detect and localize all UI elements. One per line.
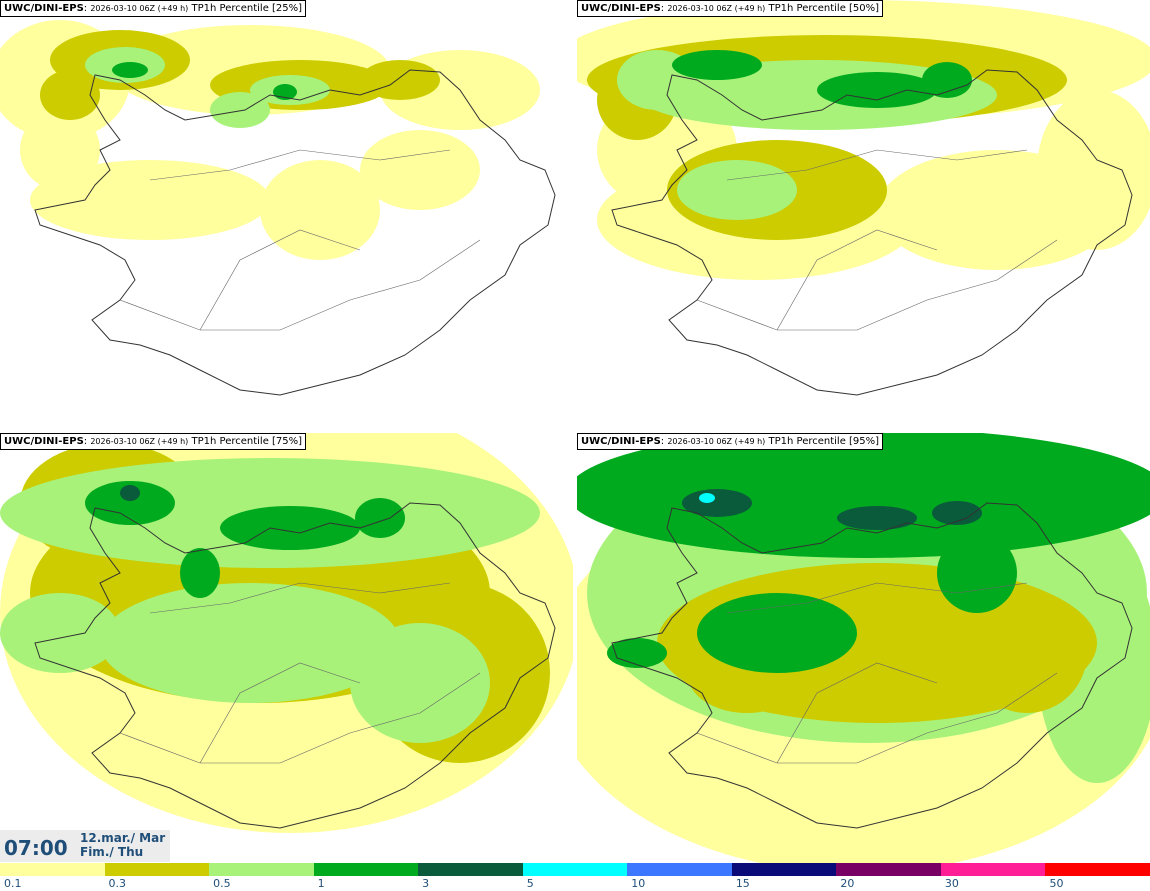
valid-time: 07:00: [4, 836, 68, 860]
run-time: 2026-03-10 06Z (+49 h): [90, 4, 189, 13]
colorbar-tick-label: 3: [422, 877, 430, 890]
colorbar-tick-label: 10: [631, 877, 646, 890]
colorbar-segment: [627, 863, 732, 876]
colorbar-segment: [313, 863, 419, 876]
colorbar-tick-label: 0.3: [108, 877, 127, 890]
product-name: TP1h Percentile [25%]: [191, 3, 303, 14]
precip-map: [577, 0, 1150, 396]
coastline: [611, 69, 1133, 396]
map-panel-p95: UWC/DINI-EPS: 2026-03-10 06Z (+49 h) TP1…: [577, 433, 1150, 863]
precip-field: [0, 433, 573, 833]
coastline: [611, 502, 1133, 829]
road-lines: [696, 149, 1058, 331]
colorbar-segment: [209, 863, 314, 876]
map-panel-p50: UWC/DINI-EPS: 2026-03-10 06Z (+49 h) TP1…: [577, 0, 1150, 430]
model-name: UWC/DINI-EPS: [4, 3, 84, 14]
colorbar-segment: [0, 863, 105, 876]
colorbar-tick-label: 50: [1049, 877, 1064, 890]
model-name: UWC/DINI-EPS: [581, 436, 661, 447]
panel-title: UWC/DINI-EPS: 2026-03-10 06Z (+49 h) TP1…: [0, 433, 307, 450]
run-time: 2026-03-10 06Z (+49 h): [90, 437, 189, 446]
colorbar-segment: [731, 863, 837, 876]
coastline: [34, 502, 556, 829]
precip-field: [0, 20, 540, 260]
run-time: 2026-03-10 06Z (+49 h): [667, 437, 766, 446]
run-time: 2026-03-10 06Z (+49 h): [667, 4, 766, 13]
precip-map: [577, 433, 1150, 863]
product-name: TP1h Percentile [50%]: [768, 3, 880, 14]
colorbar-tick-label: 5: [526, 877, 534, 890]
colorbar-tick-label: 30: [944, 877, 959, 890]
precip-field: [577, 433, 1150, 863]
colorbar-ticks: 0.1 0.3 0.5 1 3 5 10 15 20 30 50: [0, 876, 1150, 891]
colorbar-tick-label: 0.5: [213, 877, 231, 890]
model-name: UWC/DINI-EPS: [581, 3, 661, 14]
panel-title: UWC/DINI-EPS: 2026-03-10 06Z (+49 h) TP1…: [577, 433, 884, 450]
precip-field: [577, 0, 1150, 280]
colorbar-tick-label: 15: [735, 877, 750, 890]
colorbar: [0, 863, 1150, 876]
colorbar-tick-label: 1: [317, 877, 325, 890]
valid-date: 12.mar./ Mar Fim./ Thu: [80, 831, 165, 859]
product-name: TP1h Percentile [75%]: [191, 436, 303, 447]
valid-date-line: 12.mar./ Mar: [80, 831, 166, 845]
road-lines: [119, 582, 481, 764]
colorbar-tick-label: 0.1: [4, 877, 22, 890]
colorbar-segment: [522, 863, 628, 876]
colorbar-segment: [418, 863, 523, 876]
map-panel-p25: UWC/DINI-EPS: 2026-03-10 06Z (+49 h) TP1…: [0, 0, 573, 430]
colorbar-segment: [836, 863, 941, 876]
road-lines: [119, 149, 481, 331]
precip-map: [0, 433, 573, 833]
model-name: UWC/DINI-EPS: [4, 436, 84, 447]
valid-day-line: Fim./ Thu: [80, 845, 144, 859]
colorbar-segment: [104, 863, 210, 876]
colorbar-segment: [940, 863, 1046, 876]
coastline: [34, 69, 556, 396]
valid-time-box: 07:00 12.mar./ Mar Fim./ Thu: [0, 830, 170, 862]
colorbar-segment: [1045, 863, 1150, 876]
panel-title: UWC/DINI-EPS: 2026-03-10 06Z (+49 h) TP1…: [0, 0, 307, 17]
precip-map: [0, 20, 556, 396]
panel-title: UWC/DINI-EPS: 2026-03-10 06Z (+49 h) TP1…: [577, 0, 884, 17]
map-panel-p75: UWC/DINI-EPS: 2026-03-10 06Z (+49 h) TP1…: [0, 433, 573, 863]
colorbar-tick-label: 20: [840, 877, 855, 890]
road-lines: [696, 582, 1058, 764]
product-name: TP1h Percentile [95%]: [768, 436, 880, 447]
